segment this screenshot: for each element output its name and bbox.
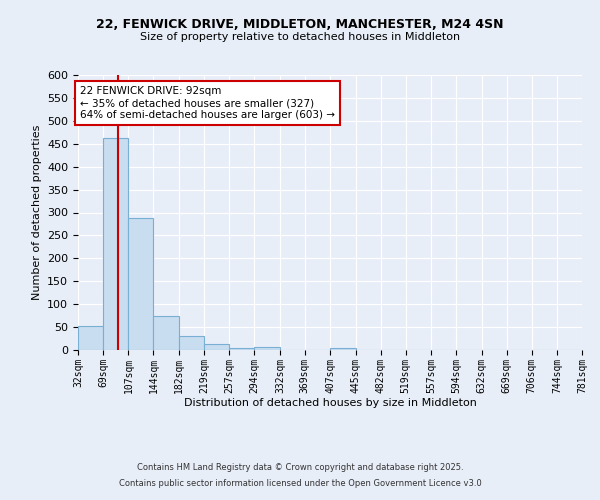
Bar [331, 348, 356, 350]
Bar [229, 348, 254, 350]
Bar [128, 218, 154, 350]
Bar [204, 344, 229, 350]
X-axis label: Distribution of detached houses by size in Middleton: Distribution of detached houses by size … [184, 398, 476, 408]
Bar [254, 348, 280, 350]
Y-axis label: Number of detached properties: Number of detached properties [32, 125, 41, 300]
Text: Size of property relative to detached houses in Middleton: Size of property relative to detached ho… [140, 32, 460, 42]
Bar [103, 138, 128, 350]
Text: Contains HM Land Registry data © Crown copyright and database right 2025.: Contains HM Land Registry data © Crown c… [137, 464, 463, 472]
Text: Contains public sector information licensed under the Open Government Licence v3: Contains public sector information licen… [119, 478, 481, 488]
Bar [179, 336, 204, 350]
Bar [154, 316, 179, 350]
Bar [78, 326, 103, 350]
Text: 22, FENWICK DRIVE, MIDDLETON, MANCHESTER, M24 4SN: 22, FENWICK DRIVE, MIDDLETON, MANCHESTER… [96, 18, 504, 30]
Text: 22 FENWICK DRIVE: 92sqm
← 35% of detached houses are smaller (327)
64% of semi-d: 22 FENWICK DRIVE: 92sqm ← 35% of detache… [80, 86, 335, 120]
